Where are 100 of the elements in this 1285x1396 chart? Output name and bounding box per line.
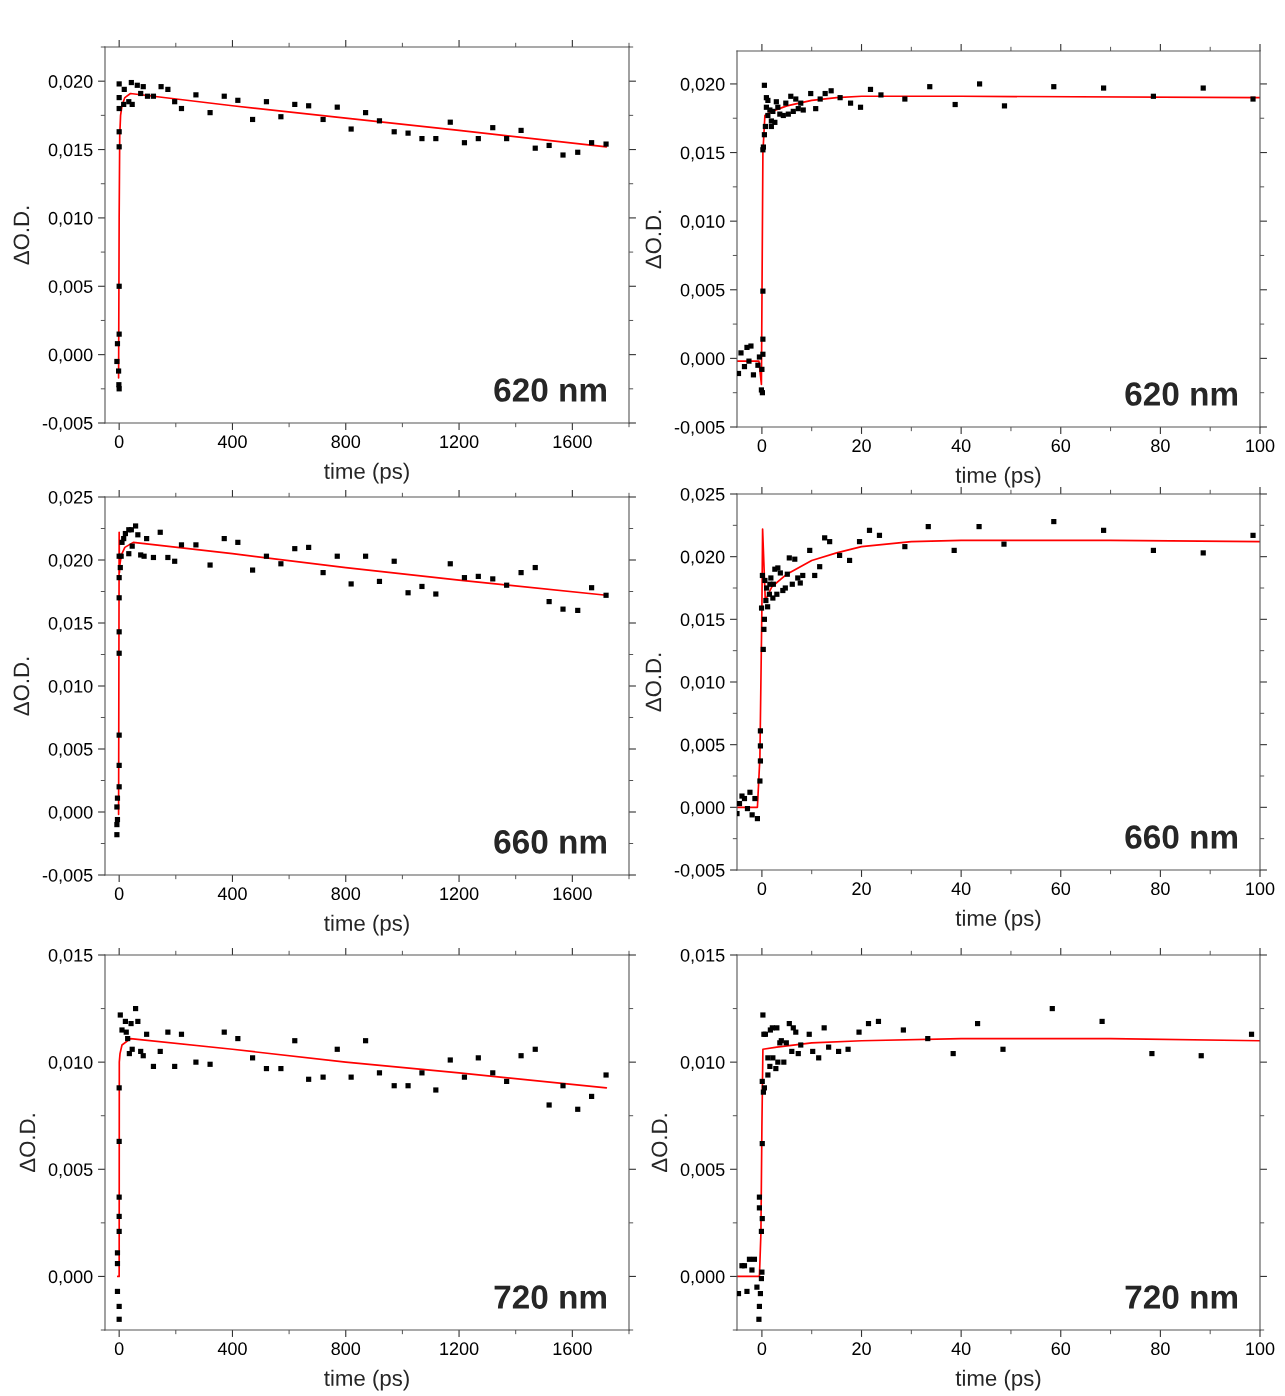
annotation: 620 nm	[494, 378, 606, 402]
point	[249, 116, 256, 123]
y-tick-label: 0,015	[680, 948, 725, 964]
point	[419, 136, 425, 142]
point	[235, 1035, 241, 1042]
point	[132, 1005, 139, 1012]
y-tick-label: 0,005	[48, 280, 93, 296]
point	[391, 129, 397, 135]
x-tick-label: 60	[1051, 882, 1071, 896]
point	[178, 1031, 185, 1037]
point	[140, 84, 146, 90]
point	[114, 1250, 121, 1256]
point	[114, 1288, 121, 1295]
x-tick-label: 100	[1246, 439, 1275, 453]
x-axis-title: time (ps)	[324, 914, 409, 936]
x-tick-label: 80	[1151, 439, 1170, 453]
point	[976, 523, 982, 530]
point	[419, 1070, 425, 1076]
point	[951, 547, 957, 553]
point	[306, 103, 312, 109]
point	[475, 1055, 481, 1061]
x-tick-label: 40	[951, 882, 971, 896]
point	[786, 555, 792, 561]
y-axis-title: ΔO.D.	[645, 653, 662, 712]
x-axis-title: time (ps)	[324, 462, 409, 484]
line-series	[116, 1037, 608, 1278]
point	[800, 572, 806, 579]
point	[760, 646, 766, 653]
y-tick-label: 0,020	[48, 75, 93, 91]
y-tick-label: 0,020	[680, 77, 725, 93]
y-axis-title: ΔO.D.	[651, 1114, 668, 1173]
y-tick-label: 0,000	[680, 352, 725, 368]
x-tick-label: 100	[1246, 882, 1275, 896]
y-tick-label: 0,005	[680, 1163, 725, 1179]
y-axis-title: ΔO.D.	[19, 1114, 36, 1173]
point	[114, 358, 120, 365]
x-tick-label: 80	[1151, 882, 1170, 896]
point	[747, 789, 753, 795]
x-tick-label: 1600	[553, 435, 592, 449]
point	[822, 535, 828, 541]
point	[334, 104, 340, 110]
point	[532, 1046, 538, 1052]
x-tick-label: 0	[114, 435, 124, 449]
point	[128, 79, 134, 86]
point	[116, 81, 122, 87]
point	[278, 1065, 284, 1072]
point	[306, 1076, 312, 1082]
point	[362, 110, 369, 116]
point	[157, 1048, 163, 1055]
y-tick-label: 0,025	[680, 487, 725, 503]
point	[116, 1316, 122, 1322]
point	[221, 1029, 227, 1035]
y-tick-label: 0,020	[48, 553, 93, 569]
y-tick-label: 0,000	[680, 801, 725, 817]
x-tick-label: 400	[217, 435, 247, 449]
point	[116, 129, 122, 135]
point	[575, 1106, 581, 1112]
point	[504, 136, 510, 142]
point	[461, 140, 468, 146]
y-tick-label: -0,005	[42, 868, 93, 884]
y-tick-label: 0,015	[48, 616, 93, 632]
point	[784, 571, 790, 577]
y-tick-label: 0,010	[48, 211, 93, 227]
point	[1001, 541, 1007, 547]
point	[749, 812, 755, 818]
x-tick-label: 100	[1246, 1342, 1275, 1356]
point	[320, 1074, 326, 1080]
point	[589, 1093, 595, 1100]
point	[902, 544, 908, 550]
point	[292, 101, 298, 108]
point	[765, 604, 771, 610]
point	[391, 1083, 397, 1089]
point	[925, 523, 931, 530]
line-series	[737, 528, 1260, 809]
point	[376, 1070, 383, 1076]
x-tick-label: 800	[331, 435, 361, 449]
point	[138, 90, 144, 97]
point	[737, 800, 743, 807]
point	[405, 1083, 411, 1089]
point	[757, 758, 764, 764]
point	[837, 552, 843, 559]
point	[792, 556, 798, 562]
y-tick-label: 0,005	[48, 742, 93, 758]
point	[744, 805, 751, 812]
x-tick-label: 20	[852, 1342, 871, 1356]
y-tick-label: 0,015	[48, 143, 93, 159]
point	[116, 1194, 122, 1200]
annotation: 720 nm	[494, 1285, 606, 1309]
y-tick-label: 0,005	[680, 283, 725, 299]
point	[1150, 547, 1157, 553]
x-axis-title: time (ps)	[955, 1369, 1041, 1391]
point	[117, 1012, 123, 1018]
x-tick-label: 800	[331, 1342, 361, 1356]
y-tick-label: 0,015	[680, 146, 725, 162]
point	[560, 152, 566, 158]
point	[762, 577, 768, 584]
x-tick-label: 1600	[553, 887, 592, 901]
x-tick-label: 60	[1051, 1342, 1071, 1356]
point	[504, 1078, 510, 1085]
point	[757, 743, 764, 749]
